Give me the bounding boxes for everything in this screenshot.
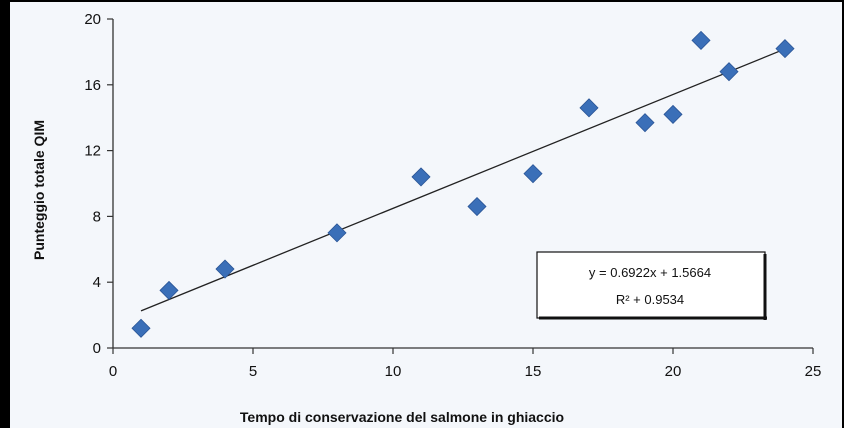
data-point <box>467 196 487 217</box>
data-point <box>775 39 795 59</box>
equation-box: y = 0.6922x + 1.5664 R² + 0.9534 <box>536 251 767 320</box>
x-tick-label: 5 <box>249 363 257 380</box>
data-point <box>131 318 151 338</box>
x-tick-label: 10 <box>385 363 402 380</box>
r-squared-label: R² + 0.9534 <box>616 292 684 307</box>
x-tick-label: 25 <box>805 363 822 380</box>
trendline-equation: y = 0.6922x + 1.5664 <box>589 265 711 280</box>
y-tick-label: 16 <box>84 77 101 94</box>
data-point <box>635 113 655 133</box>
x-axis-title: Tempo di conservazione del salmone in gh… <box>240 409 564 425</box>
trendline <box>140 48 786 312</box>
data-point <box>579 98 599 118</box>
data-point <box>159 280 179 300</box>
data-point <box>523 164 543 184</box>
y-tick-label: 20 <box>84 11 101 28</box>
equation-box-border <box>536 251 766 319</box>
data-point <box>327 223 347 243</box>
scatter-chart: 0 4 8 12 16 20 0 5 10 15 20 25 y = 0.6922x + 1.5664… <box>31 11 821 425</box>
data-point <box>215 259 235 279</box>
y-tick-label: 0 <box>93 340 101 357</box>
axes-layer: 0 4 8 12 16 20 0 5 10 15 20 25 <box>84 11 821 380</box>
y-tick-label: 8 <box>93 208 101 225</box>
data-point <box>663 104 683 124</box>
y-axis-title: Punteggio totale QIM <box>31 120 47 260</box>
x-tick-label: 20 <box>665 363 682 380</box>
y-tick-label: 4 <box>93 274 101 291</box>
chart-frame: 0 4 8 12 16 20 0 5 10 15 20 25 y = 0.6922x + 1.5664… <box>10 2 842 428</box>
trendline-layer <box>140 48 786 312</box>
x-tick-label: 15 <box>525 363 542 380</box>
y-tick-label: 12 <box>84 143 101 160</box>
x-tick-label: 0 <box>109 363 117 380</box>
data-point <box>691 30 711 50</box>
data-point <box>719 62 739 82</box>
data-point <box>411 167 431 187</box>
points-layer <box>131 30 795 338</box>
